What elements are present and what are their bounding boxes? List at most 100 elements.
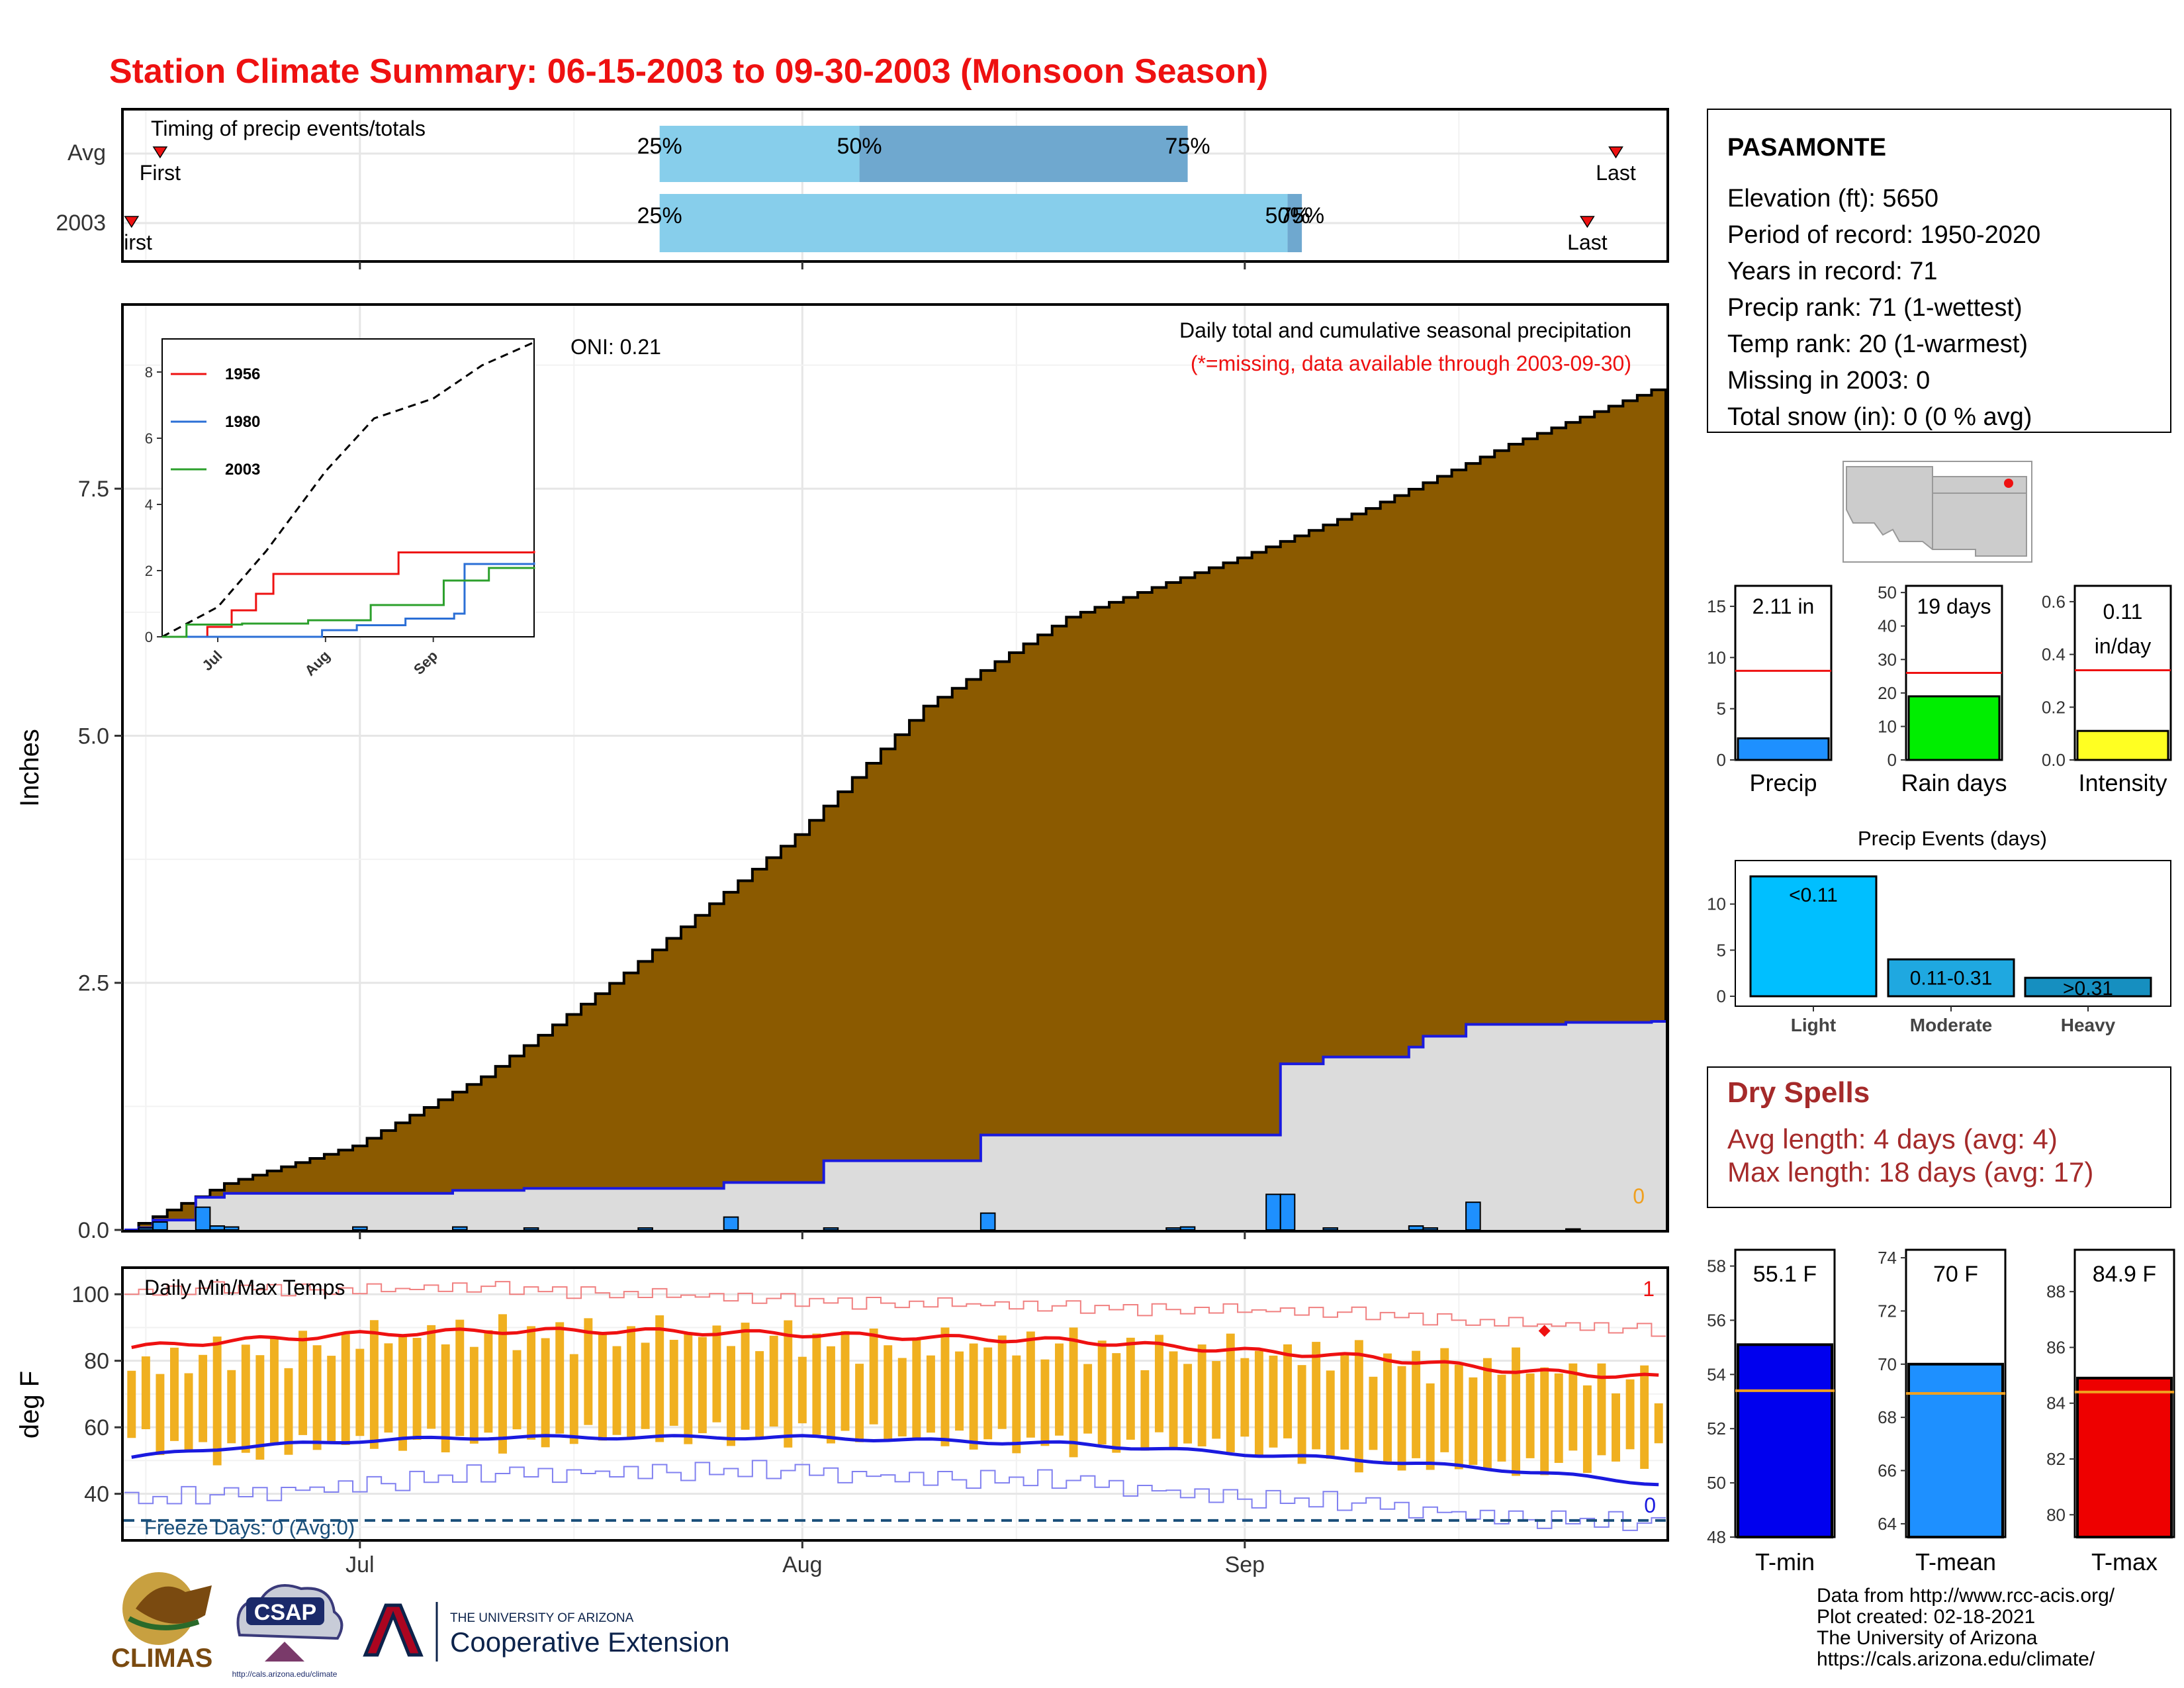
average-cumulative-area — [124, 388, 1667, 1231]
station-missing: Missing in 2003: 0 — [1727, 367, 1930, 395]
precip-event-bar — [2024, 976, 2152, 998]
daily-temp-bar — [1240, 1358, 1250, 1437]
temp-background — [122, 1268, 1668, 1540]
temp-summary-tick-label: 50 — [1707, 1473, 1726, 1493]
daily-temp-bar — [598, 1334, 607, 1441]
daily-temp-bar — [1412, 1350, 1421, 1458]
inset-y-tick-label: 8 — [145, 364, 153, 381]
first-event-marker — [152, 146, 168, 159]
temp-summary-tick-label: 58 — [1707, 1256, 1726, 1276]
timing-iqr-lower — [659, 126, 860, 182]
mini-chart-frame — [1734, 585, 1833, 761]
daily-temp-bar — [312, 1345, 322, 1450]
temp-summary-tick-label: 56 — [1707, 1310, 1726, 1330]
footer-line-3: The University of Arizona — [1817, 1627, 2038, 1649]
temp-summary-tick-label: 70 — [1878, 1354, 1897, 1374]
precip-event-bar — [1887, 958, 2015, 998]
inset-y-tick-label: 6 — [145, 430, 153, 447]
daily-temp-bar — [755, 1351, 764, 1438]
daily-temp-bar — [1469, 1377, 1478, 1465]
mini-chart-value-label: 19 days — [1917, 594, 1991, 618]
mini-chart-tick-label: 15 — [1707, 596, 1726, 616]
temp-summary-tick-label: 54 — [1707, 1364, 1726, 1384]
footer-credits: Data from http://www.rcc-acis.org/ Plot … — [1817, 1585, 2115, 1670]
daily-temp-bar — [1083, 1364, 1093, 1434]
precip-event-category: Moderate — [1910, 1015, 1992, 1035]
daily-temp-bar — [641, 1342, 650, 1429]
cumulative-ylabel: Inches — [15, 729, 44, 807]
inset-legend-label: 1956 — [225, 365, 260, 383]
daily-temp-bar — [1540, 1367, 1549, 1476]
daily-temp-bar — [1126, 1337, 1135, 1440]
last-event-marker — [1608, 146, 1623, 159]
daily-temp-bar — [1283, 1344, 1293, 1438]
daily-temp-bar — [1197, 1344, 1206, 1447]
dry-spells-box: Dry Spells Avg length: 4 days (avg: 4) M… — [1707, 1066, 2171, 1208]
page-title: Station Climate Summary: 06-15-2003 to 0… — [109, 52, 1268, 91]
daily-temp-bar — [512, 1350, 522, 1430]
daily-temp-bar — [127, 1370, 136, 1438]
daily-temp-bar — [355, 1348, 365, 1436]
daily-temp-bar — [156, 1374, 165, 1456]
events-y-tick-label: 5 — [1717, 940, 1726, 960]
daily-temp-bar — [427, 1325, 436, 1429]
daily-temp-bar — [199, 1354, 208, 1442]
station-temp-rank: Temp rank: 20 (1-warmest) — [1727, 330, 2028, 358]
temp-summary-tick-label: 74 — [1878, 1248, 1897, 1268]
daily-temp-bar — [655, 1315, 664, 1442]
first-event-label: First — [140, 161, 181, 185]
mini-chart-tick-label: 0.2 — [2042, 697, 2066, 717]
daily-temp-bar — [1097, 1340, 1107, 1445]
precip-event-category: Light — [1791, 1015, 1836, 1035]
cumulative-y-tick-label: 0.0 — [78, 1218, 109, 1243]
dry-spells-frame — [1707, 1066, 2171, 1208]
daily-temp-bar — [669, 1340, 678, 1426]
daily-precip-bar — [723, 1216, 739, 1231]
daily-temp-bar — [1140, 1370, 1150, 1451]
season-2003-cumulative-line — [124, 1019, 1666, 1231]
daily-temp-bar — [1554, 1373, 1563, 1463]
daily-precip-bar — [1322, 1227, 1339, 1231]
station-snow: Total snow (in): 0 (0 % avg) — [1727, 403, 2032, 431]
daily-temp-bar — [498, 1314, 507, 1454]
inset-series-line-2003 — [162, 567, 535, 638]
inset-y-tick-label: 4 — [145, 496, 153, 513]
daily-temp-bar — [1582, 1385, 1592, 1474]
daily-temp-bar — [527, 1326, 536, 1440]
daily-temp-bar — [997, 1335, 1007, 1429]
cumulative-y-tick-label: 2.5 — [78, 971, 109, 996]
timing-iqr-upper — [1287, 194, 1302, 252]
daily-temp-bar — [784, 1320, 793, 1448]
daily-temp-bar — [369, 1320, 379, 1449]
station-name: PASAMONTE — [1727, 134, 1886, 162]
daily-temp-bar — [1383, 1353, 1392, 1462]
daily-temp-bar — [1426, 1383, 1435, 1470]
daily-precip-bar — [979, 1212, 996, 1231]
daily-temp-bar — [284, 1368, 293, 1455]
timing-row-avg-label: Avg — [68, 140, 106, 165]
last-event-label: Last — [1596, 161, 1636, 185]
temp-summary-value-label: 84.9 F — [2093, 1262, 2156, 1287]
daily-temp-bar — [1354, 1340, 1363, 1473]
daily-temp-bar — [897, 1358, 907, 1437]
timing-p50-label: 50% — [837, 134, 882, 159]
temp-summary-label: T-max — [2091, 1548, 2158, 1575]
daily-temp-bar — [1597, 1363, 1606, 1456]
events-y-tick-label: 10 — [1707, 894, 1726, 914]
mini-chart-tick-label: 5 — [1717, 699, 1726, 719]
inset-average-line — [161, 341, 535, 638]
mini-chart-value-label: 2.11 in — [1752, 594, 1815, 618]
daily-temp-bar — [184, 1373, 193, 1451]
temperature-summary-charts: 48 50 52 54 56 58 55.1 F T-min 64 66 68 70 72 74 70 F T… — [1707, 1248, 2175, 1575]
daily-temp-bar — [1297, 1365, 1306, 1464]
inset-y-tick-label: 0 — [145, 629, 153, 645]
dry-spells-title: Dry Spells — [1727, 1076, 1870, 1109]
daily-temp-bar — [684, 1332, 693, 1444]
daily-temp-bar — [1226, 1333, 1235, 1452]
station-precip-rank: Precip rank: 71 (1-wettest) — [1727, 294, 2023, 322]
temp-summary-tick-label: 48 — [1707, 1527, 1726, 1547]
daily-temp-bar — [955, 1351, 964, 1431]
daily-temp-bar — [1312, 1342, 1321, 1450]
daily-temp-bar — [1440, 1348, 1449, 1452]
